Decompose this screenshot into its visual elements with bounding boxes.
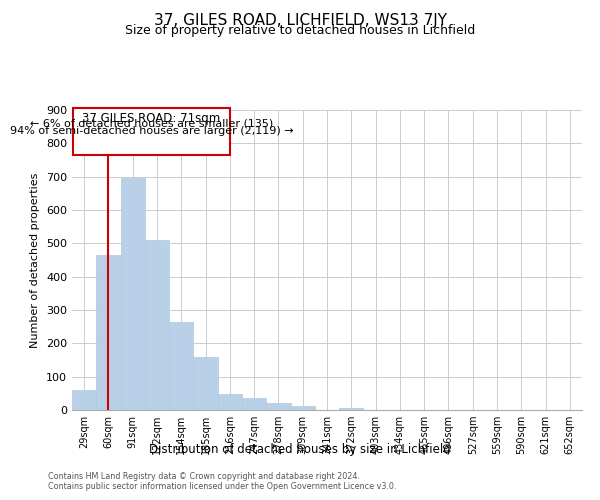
- Bar: [121, 178, 145, 410]
- Text: 94% of semi-detached houses are larger (2,119) →: 94% of semi-detached houses are larger (…: [10, 126, 293, 136]
- Text: 37, GILES ROAD, LICHFIELD, WS13 7JY: 37, GILES ROAD, LICHFIELD, WS13 7JY: [154, 12, 446, 28]
- Text: Contains HM Land Registry data © Crown copyright and database right 2024.: Contains HM Land Registry data © Crown c…: [48, 472, 360, 481]
- Bar: [145, 240, 169, 410]
- Text: Contains public sector information licensed under the Open Government Licence v3: Contains public sector information licen…: [48, 482, 397, 491]
- Bar: [290, 406, 315, 410]
- Text: 37 GILES ROAD: 71sqm: 37 GILES ROAD: 71sqm: [82, 112, 221, 126]
- Bar: [242, 398, 266, 410]
- Bar: [339, 408, 364, 410]
- Text: Distribution of detached houses by size in Lichfield: Distribution of detached houses by size …: [149, 442, 451, 456]
- Bar: [72, 390, 96, 410]
- Bar: [169, 322, 193, 410]
- Y-axis label: Number of detached properties: Number of detached properties: [31, 172, 40, 348]
- Bar: [218, 394, 242, 410]
- Bar: [193, 356, 218, 410]
- Bar: [266, 404, 290, 410]
- Bar: [96, 255, 121, 410]
- FancyBboxPatch shape: [73, 108, 230, 155]
- Text: ← 6% of detached houses are smaller (135): ← 6% of detached houses are smaller (135…: [30, 119, 273, 129]
- Text: Size of property relative to detached houses in Lichfield: Size of property relative to detached ho…: [125, 24, 475, 37]
